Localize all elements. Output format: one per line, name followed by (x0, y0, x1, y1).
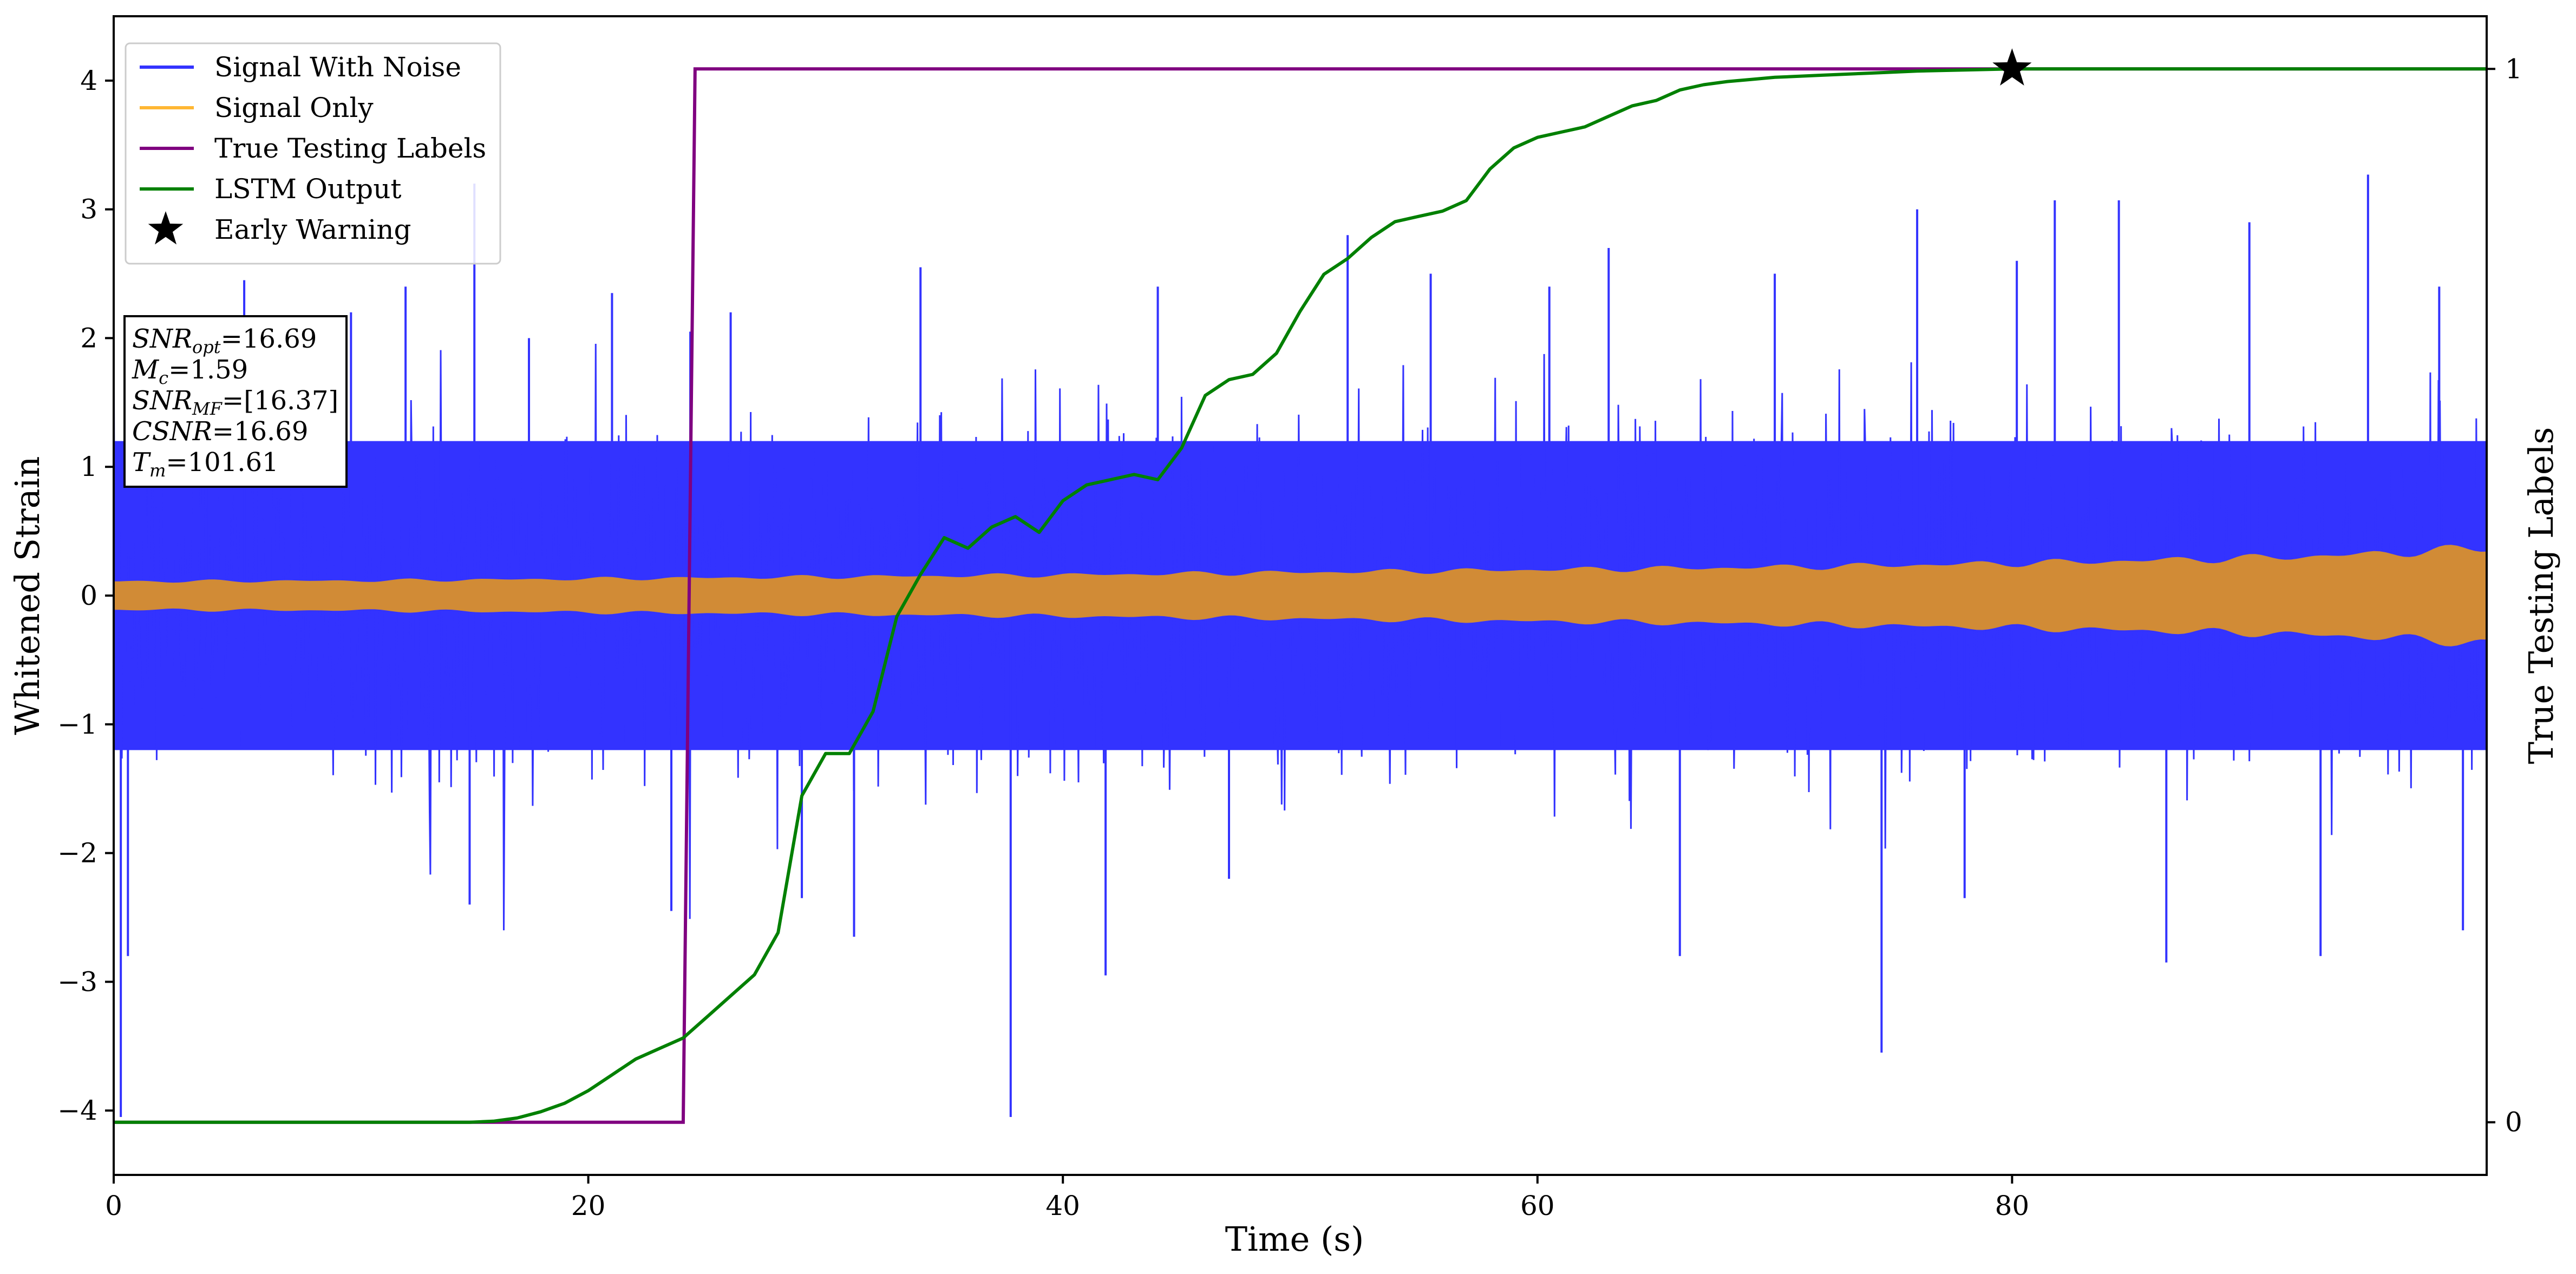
y-tick-label-8: 4 (80, 65, 97, 96)
y-tick-label-2: −2 (57, 838, 97, 869)
legend-label-4: Early Warning (214, 214, 411, 245)
annotation-line-1: Mc=1.59 (132, 355, 248, 388)
x-axis-ticks: 0 20 40 60 80 (105, 1175, 2029, 1221)
legend-frame (125, 42, 501, 265)
y-axis-label: Whitened Strain (8, 456, 47, 735)
y2-axis-label: True Testing Labels (2521, 427, 2561, 765)
y2-tick-label-1: 1 (2505, 53, 2522, 84)
x-axis-label: Time (s) (1225, 1219, 1364, 1259)
y-tick-label-7: 3 (80, 194, 97, 225)
y-tick-label-5: 1 (80, 451, 97, 482)
annotation-frame (123, 315, 348, 488)
x-tick-label-2: 40 (1045, 1190, 1080, 1221)
y-axis-ticks: −4 −3 −2 −1 0 1 2 3 4 (57, 65, 114, 1126)
annotation-line-3: CSNR=16.69 (132, 416, 308, 447)
x-tick-label-3: 60 (1520, 1190, 1555, 1221)
early-warning-star-0 (1992, 48, 2032, 86)
lstm-output-trace (114, 67, 2487, 1124)
markers (1992, 48, 2032, 86)
annotation-line-0: SNRopt=16.69 (132, 324, 317, 357)
legend-marker-4 (148, 211, 184, 245)
legend-label-0: Signal With Noise (214, 51, 461, 83)
legend: Signal With Noise Signal Only True Testing… (125, 42, 501, 265)
annotation-line-4: Tm=101.61 (132, 447, 279, 481)
y2-axis-ticks: 01 (2487, 53, 2522, 1138)
legend-label-3: LSTM Output (214, 173, 401, 205)
annotation-box: SNRopt=16.69Mc=1.59SNRMF=[16.37]CSNR=16.… (123, 315, 348, 488)
lstm-output-line (114, 67, 2487, 1124)
x-tick-label-0: 0 (105, 1190, 122, 1221)
x-tick-label-4: 80 (1995, 1190, 2030, 1221)
y-tick-label-6: 2 (80, 322, 97, 354)
y2-tick-label-0: 0 (2505, 1107, 2522, 1138)
y-tick-label-0: −4 (57, 1095, 97, 1126)
y-tick-label-1: −3 (57, 966, 97, 997)
signal-only-trace (114, 545, 2487, 646)
x-tick-label-1: 20 (571, 1190, 606, 1221)
legend-label-2: True Testing Labels (214, 133, 486, 164)
y-tick-label-3: −1 (57, 709, 97, 740)
signal-only-band (114, 545, 2487, 646)
annotation-line-2: SNRMF=[16.37] (132, 386, 338, 419)
y-tick-label-4: 0 (80, 580, 97, 611)
legend-label-1: Signal Only (214, 92, 374, 123)
